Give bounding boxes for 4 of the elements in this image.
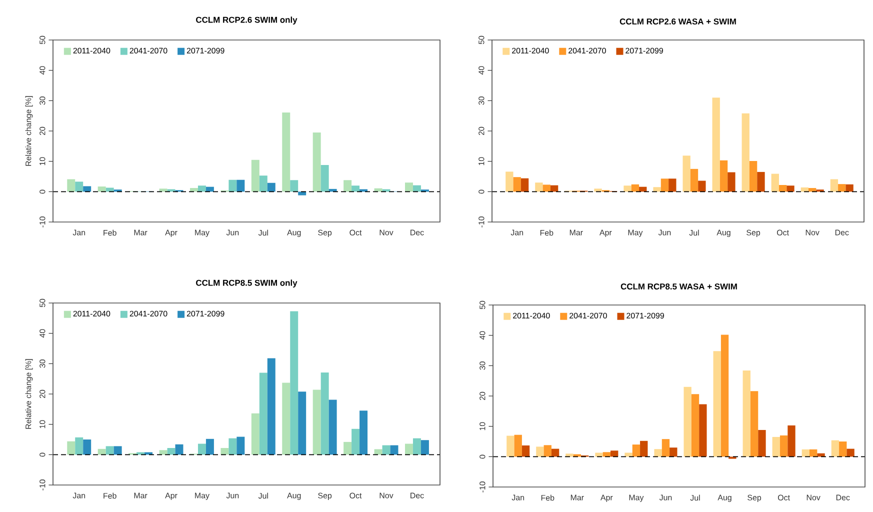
chart-title: CCLM RCP8.5 WASA + SWIM bbox=[620, 284, 737, 290]
chart-title: CCLM RCP2.6 WASA + SWIM bbox=[620, 18, 736, 24]
chart-title: CCLM RCP8.5 SWIM only bbox=[196, 280, 298, 288]
chart-title: CCLM RCP2.6 SWIM only bbox=[196, 16, 298, 24]
